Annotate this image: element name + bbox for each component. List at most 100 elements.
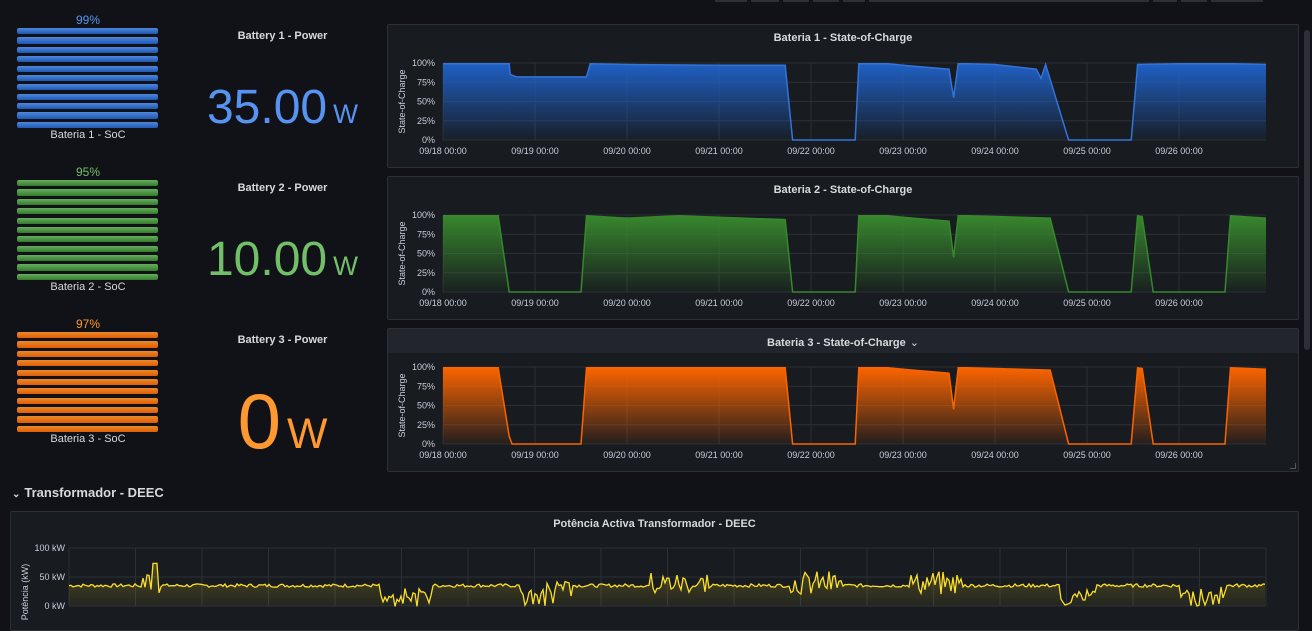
y-tick-label: 25% — [417, 268, 435, 278]
soc-percent: 95% — [75, 165, 101, 179]
power-stat-panel[interactable]: Battery 3 - Power 0 W — [190, 304, 375, 465]
stat-unit: W — [333, 251, 359, 281]
x-tick-label: 09/22 00:00 — [787, 298, 835, 308]
transformer-power-chart[interactable]: 100 kW 50 kW 0 kW Potência (kW) — [11, 512, 1300, 622]
y-tick-label: 100% — [412, 210, 435, 220]
x-tick-label: 09/25 00:00 — [1063, 450, 1111, 460]
gauge-segment — [17, 65, 158, 72]
gauge-label: Bateria 3 - SoC — [50, 433, 126, 445]
x-tick-label: 09/24 00:00 — [971, 146, 1019, 156]
power-stat-panel[interactable]: Battery 2 - Power 10.00 W — [190, 152, 375, 302]
gauge-segment — [17, 255, 158, 262]
soc-timeseries-panel[interactable]: Bateria 3 - State-of-Charge ⌄ 100% 75% 50% 25… — [387, 328, 1299, 472]
y-tick-label: 75% — [417, 229, 435, 239]
battery-row-2: 95% Bateria 2 - SoC Battery 2 - Power 10.00… — [0, 152, 1312, 320]
gauge-segment — [17, 180, 158, 187]
panel-menu-chevron-icon[interactable]: ⌄ — [909, 337, 919, 349]
gauge-segment — [17, 369, 158, 376]
scrollbar[interactable] — [1304, 30, 1310, 350]
soc-bar-gauge[interactable]: 97% Bateria 3 - SoC — [12, 312, 164, 445]
gauge-segment — [17, 388, 158, 395]
stat-unit: W — [286, 410, 328, 458]
gauge-segment — [17, 226, 158, 234]
y-tick-label: 50% — [417, 249, 435, 259]
x-tick-label: 09/25 00:00 — [1063, 298, 1111, 308]
gauge-segment — [17, 416, 158, 423]
gauge-segment — [17, 341, 158, 348]
gauge-segment — [17, 378, 158, 386]
x-tick-label: 09/22 00:00 — [787, 146, 835, 156]
toolbar-stub — [715, 0, 1305, 2]
x-tick-label: 09/19 00:00 — [511, 450, 559, 460]
soc-percent: 97% — [75, 317, 101, 331]
gauge-segment — [17, 198, 158, 205]
series-line — [443, 62, 1267, 141]
resize-handle-icon[interactable] — [1290, 463, 1296, 469]
series-area — [443, 367, 1266, 444]
power-stat-panel[interactable]: Battery 1 - Power 35.00 W — [190, 0, 375, 150]
series-area — [443, 63, 1266, 140]
x-tick-label: 09/21 00:00 — [695, 450, 743, 460]
soc-timeseries-panel[interactable]: Bateria 2 - State-of-Charge 100% 75% 50% 25%… — [387, 176, 1299, 320]
y-tick-label: 25% — [417, 420, 435, 430]
soc-timeseries-panel[interactable]: Bateria 1 - State-of-Charge 100% 75% 50% 25%… — [387, 24, 1299, 168]
y-tick-label: 100% — [412, 58, 435, 68]
series-area — [443, 215, 1266, 292]
stat-number: 10.00 — [206, 233, 328, 286]
gauge-segment — [17, 245, 158, 252]
soc-chart[interactable]: 100% 75% 50% 25% 0% State-of-Charge 09/18 00:0… — [388, 25, 1300, 169]
gauge-label: Bateria 1 - SoC — [50, 129, 126, 141]
chevron-down-icon: ⌄ — [12, 489, 21, 500]
gauge-segment — [17, 360, 158, 367]
x-tick-label: 09/26 00:00 — [1155, 146, 1203, 156]
panel-title[interactable]: Bateria 2 - State-of-Charge — [388, 184, 1298, 196]
panel-title[interactable]: Bateria 3 - State-of-Charge ⌄ — [388, 336, 1298, 349]
soc-bar-gauge[interactable]: 95% Bateria 2 - SoC — [12, 160, 164, 293]
x-tick-label: 09/23 00:00 — [879, 450, 927, 460]
y-tick-label: 100 kW — [34, 543, 65, 553]
transformer-power-panel[interactable]: Potência Activa Transformador - DEEC 100… — [10, 511, 1299, 631]
gauge-segment — [17, 103, 158, 110]
soc-bar-gauge[interactable]: 99% Bateria 1 - SoC — [12, 8, 164, 141]
series-line — [68, 562, 1266, 608]
gauge-segment — [17, 189, 158, 196]
y-tick-label: 100% — [412, 362, 435, 372]
soc-chart[interactable]: 100% 75% 50% 25% 0% State-of-Charge 09/18 00:0… — [388, 329, 1300, 473]
y-tick-label: 75% — [417, 381, 435, 391]
x-tick-label: 09/18 00:00 — [419, 298, 467, 308]
panel-title-text: Bateria 1 - State-of-Charge — [773, 32, 913, 44]
row-title: Transformador - DEEC — [24, 485, 164, 500]
x-tick-label: 09/18 00:00 — [419, 146, 467, 156]
stat-title: Battery 2 - Power — [237, 182, 328, 194]
panel-title: Potência Activa Transformador - DEEC — [553, 518, 756, 530]
gauge-segment — [17, 56, 158, 63]
panel-title[interactable]: Bateria 1 - State-of-Charge — [388, 32, 1298, 44]
x-tick-label: 09/19 00:00 — [511, 146, 559, 156]
gauge-segment — [17, 332, 158, 339]
x-tick-label: 09/20 00:00 — [603, 298, 651, 308]
y-tick-label: 0 kW — [44, 601, 65, 611]
gauge-segment — [17, 264, 158, 271]
x-tick-label: 09/21 00:00 — [695, 146, 743, 156]
row-header-transformador[interactable]: ⌄ Transformador - DEEC — [12, 485, 164, 500]
x-tick-label: 09/26 00:00 — [1155, 298, 1203, 308]
gauge-bars — [17, 332, 158, 435]
gauge-segment — [17, 37, 158, 44]
y-tick-label: 25% — [417, 116, 435, 126]
soc-chart[interactable]: 100% 75% 50% 25% 0% State-of-Charge 09/18 00:0… — [388, 177, 1300, 321]
gauge-bars — [17, 180, 158, 283]
gauge-bars — [17, 28, 158, 131]
y-tick-label: 50% — [417, 401, 435, 411]
x-tick-label: 09/25 00:00 — [1063, 146, 1111, 156]
stat-number: 0 — [237, 377, 281, 465]
stat-value: 10.00 W — [190, 232, 375, 287]
x-tick-label: 09/26 00:00 — [1155, 450, 1203, 460]
y-tick-label: 0% — [422, 287, 435, 297]
gauge-segment — [17, 208, 158, 215]
battery-row-3: 97% Bateria 3 - SoC Battery 3 - Power 0 W Bat… — [0, 304, 1312, 472]
gauge-segment — [17, 217, 158, 224]
stat-title: Battery 3 - Power — [237, 334, 328, 346]
x-tick-label: 09/20 00:00 — [603, 450, 651, 460]
gauge-segment — [17, 46, 158, 53]
gauge-segment — [17, 112, 158, 119]
